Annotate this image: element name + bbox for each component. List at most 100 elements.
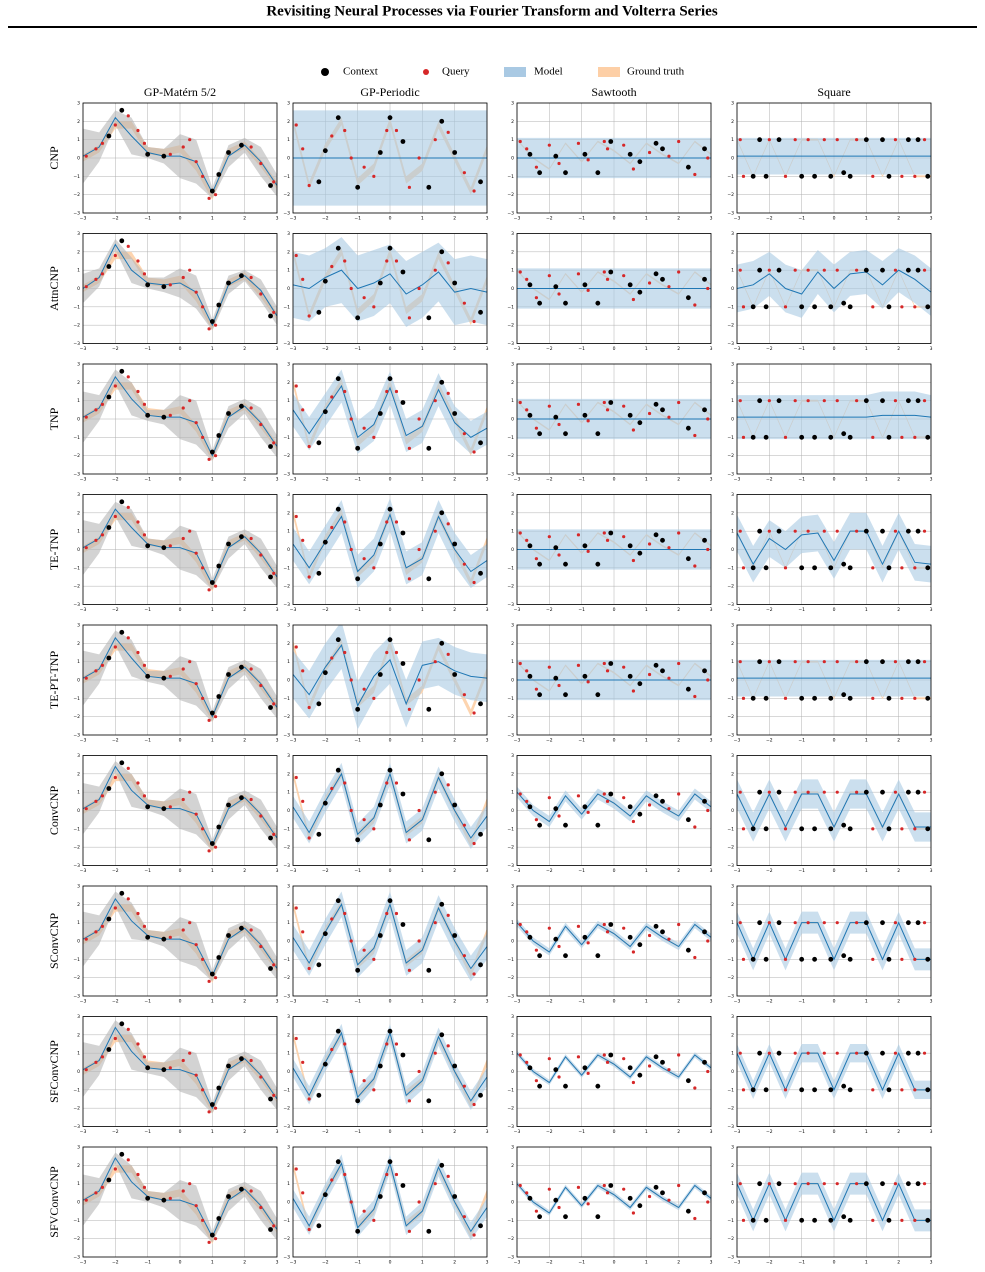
model-mean [293,269,487,295]
context-point [750,565,756,571]
context-point [702,1190,707,1196]
query-point [900,174,904,178]
query-point [394,911,399,916]
context-point [863,267,869,273]
context-point [915,1050,921,1056]
y-tick-label: 2 [511,902,514,908]
y-tick-label: 1 [287,398,290,404]
query-point [922,921,927,925]
context-point [553,153,559,159]
y-tick-label: 1 [287,659,290,665]
query-point [835,138,839,142]
query-point [767,529,771,533]
query-point [249,536,253,541]
context-point [685,164,691,170]
context-point [812,304,817,310]
model-mean [737,414,931,418]
context-point [582,282,588,288]
model-band [293,498,487,588]
context-point [335,898,341,904]
query-point [94,538,98,542]
query-point [783,435,788,439]
x-tick-label: −1 [578,999,585,1005]
y-tick-label: −2 [283,192,290,198]
context-point [452,933,458,938]
x-tick-label: 2 [453,346,456,352]
query-point [213,976,218,980]
query-point [362,1079,366,1083]
context-point [828,434,834,440]
context-point [847,173,853,179]
context-point [886,826,892,832]
y-tick-label: −2 [283,1236,290,1242]
context-point [452,802,458,808]
x-tick-label: −3 [290,346,297,352]
model-mean [83,1157,277,1238]
x-tick-label: 2 [243,1129,246,1135]
x-tick-label: 0 [613,346,616,352]
query-point [343,911,347,916]
context-point [239,795,244,801]
context-point [886,695,892,701]
context-point [478,440,483,446]
query-point [207,457,211,461]
context-point [387,115,393,121]
x-tick-label: −1 [578,868,585,874]
x-tick-label: −2 [766,1260,773,1266]
context-point [387,506,393,512]
x-tick-label: 0 [833,477,836,483]
y-tick-label: −2 [727,192,734,198]
query-point [294,1036,298,1041]
model-mean [293,644,487,707]
context-point [119,499,125,505]
x-tick-label: −3 [290,999,297,1005]
context-point [268,1096,273,1102]
query-point [586,1202,590,1206]
x-tick-label: 0 [833,868,836,874]
context-point [322,800,328,806]
context-point [776,1181,782,1187]
axes-frame [516,1146,712,1258]
query-point [913,827,917,831]
context-point [355,315,361,321]
query-point [394,389,399,394]
x-tick-label: 3 [276,346,279,352]
y-tick-label: 3 [287,362,290,368]
x-tick-label: 0 [613,477,616,483]
query-point [693,694,697,699]
legend-marker [423,69,429,75]
query-point [855,399,859,403]
query-point [207,1110,211,1114]
axes-frame [292,363,488,475]
context-point [426,837,432,843]
query-point [142,924,147,928]
query-point [113,384,117,388]
context-point [685,817,691,823]
query-point [100,141,104,145]
query-point [576,1055,581,1059]
y-tick-label: 2 [77,641,80,647]
x-tick-label: −1 [144,1129,151,1135]
y-tick-label: 1 [511,1051,514,1057]
query-point [693,433,697,438]
x-tick-label: −3 [290,216,297,222]
x-tick-label: 2 [897,216,900,222]
x-tick-label: −1 [144,607,151,613]
query-point [913,566,917,570]
query-point [622,404,626,408]
context-point [915,137,921,143]
query-point [783,1088,788,1092]
context-point [226,541,231,547]
y-tick-label: −3 [73,1124,80,1130]
context-point [161,1067,167,1073]
context-point [478,1092,483,1098]
query-point [893,790,898,794]
query-point [472,1102,476,1107]
context-point [316,179,322,185]
context-point [582,1195,588,1201]
query-point [741,305,746,309]
context-point [925,434,931,440]
context-point [268,966,273,971]
